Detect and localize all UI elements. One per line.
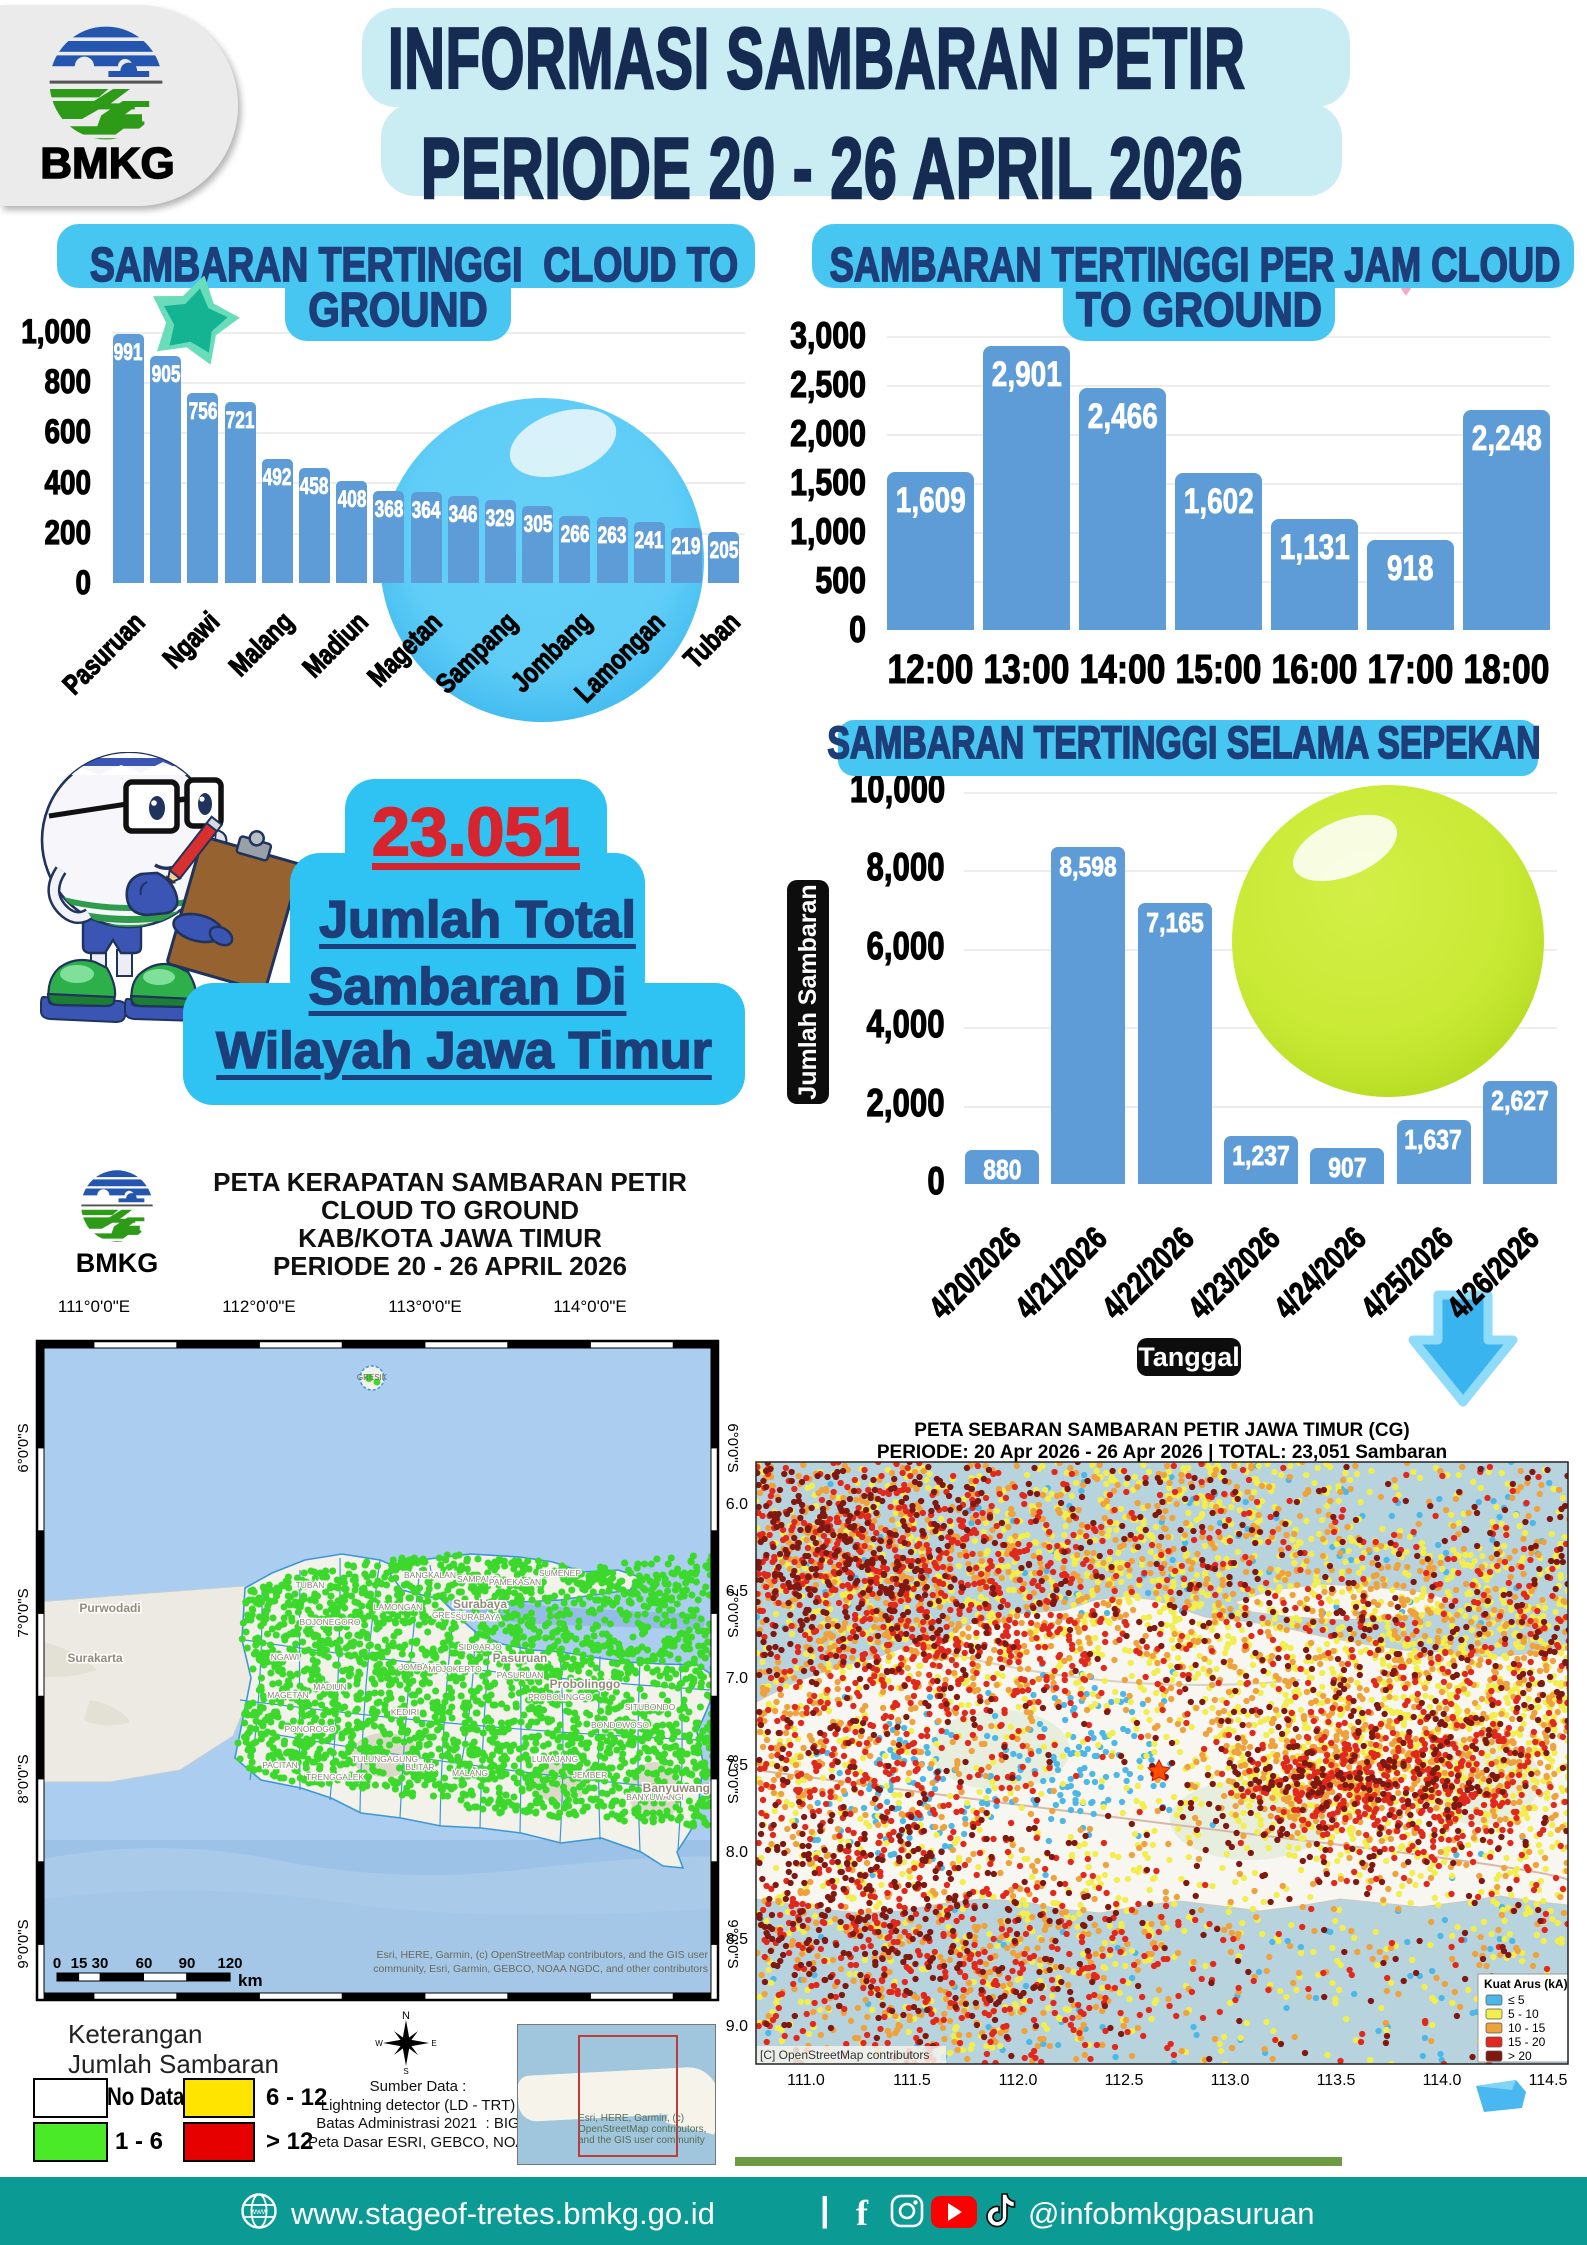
svg-text:E: E: [431, 2039, 436, 2048]
svg-text:BONDOWOSO: BONDOWOSO: [591, 1720, 649, 1730]
svg-text:BLITAR: BLITAR: [405, 1762, 434, 1772]
svg-text:TULUNGAGUNG: TULUNGAGUNG: [352, 1754, 418, 1764]
svg-text:Surakarta: Surakarta: [67, 1651, 123, 1665]
svg-text:PASURUAN: PASURUAN: [497, 1670, 544, 1680]
svg-text:9°0'0"S: 9°0'0"S: [15, 1919, 32, 1968]
svg-text:SIDOARJO: SIDOARJO: [458, 1642, 502, 1652]
svg-text:community, Esri, Garmin, GEBCO: community, Esri, Garmin, GEBCO, NOAA NGD…: [373, 1963, 708, 1975]
svg-text:10 - 15: 10 - 15: [1508, 2021, 1546, 2035]
svg-text:www: www: [249, 2207, 268, 2216]
svg-text:PONOROGO: PONOROGO: [284, 1724, 335, 1734]
svg-text:≤ 5: ≤ 5: [1508, 1993, 1525, 2007]
svg-text:114°0'0"E: 114°0'0"E: [553, 1297, 626, 1316]
svg-text:120: 120: [217, 1955, 242, 1972]
svg-text:PAMEKASAN: PAMEKASAN: [489, 1577, 541, 1587]
svg-text:SAMPANG: SAMPANG: [457, 1574, 499, 1584]
svg-text:TRENGGALEK: TRENGGALEK: [306, 1772, 364, 1782]
svg-text:Kuat Arus (kA): Kuat Arus (kA): [1484, 1977, 1568, 1991]
svg-text:BOJONEGORO: BOJONEGORO: [300, 1617, 361, 1627]
svg-text:PROBOLINGGO: PROBOLINGGO: [528, 1692, 592, 1702]
svg-text:S: S: [403, 2067, 408, 2074]
svg-text:15 - 20: 15 - 20: [1508, 2035, 1546, 2049]
svg-text:Pasuruan: Pasuruan: [493, 1651, 548, 1665]
svg-text:GRESIK: GRESIK: [432, 1610, 464, 1620]
svg-text:MAGETAN: MAGETAN: [267, 1690, 308, 1700]
svg-text:KEDIRI: KEDIRI: [391, 1707, 419, 1717]
svg-text:[C] OpenStreetMap contributors: [C] OpenStreetMap contributors: [760, 2048, 929, 2062]
svg-text:Probolinggo: Probolinggo: [550, 1677, 621, 1691]
svg-text:PACITAN: PACITAN: [262, 1760, 298, 1770]
svg-text:30: 30: [92, 1955, 109, 1972]
svg-text:0: 0: [53, 1955, 61, 1972]
svg-text:LAMONGAN: LAMONGAN: [374, 1602, 423, 1612]
svg-text:TUBAN: TUBAN: [296, 1580, 325, 1590]
svg-text:5 - 10: 5 - 10: [1508, 2007, 1539, 2021]
svg-text:MADIUN: MADIUN: [313, 1682, 347, 1692]
svg-text:GRESIK: GRESIK: [357, 1373, 388, 1382]
svg-text:MOJOKERTO: MOJOKERTO: [428, 1664, 482, 1674]
svg-text:JEMBER: JEMBER: [573, 1770, 607, 1780]
svg-text:113°0'0"E: 113°0'0"E: [388, 1297, 461, 1316]
svg-text:8°0'0"S: 8°0'0"S: [15, 1754, 32, 1803]
svg-text:6°0'0"S: 6°0'0"S: [724, 1423, 741, 1472]
svg-text:LUMAJANG: LUMAJANG: [532, 1754, 578, 1764]
svg-text:km: km: [238, 1971, 263, 1990]
svg-text:BANYUWANGI: BANYUWANGI: [626, 1792, 684, 1802]
svg-text:Esri, HERE, Garmin, (c) OpenSt: Esri, HERE, Garmin, (c) OpenStreetMap co…: [377, 1949, 709, 1961]
svg-text:N: N: [402, 2010, 410, 2022]
svg-text:112°0'0"E: 112°0'0"E: [222, 1297, 295, 1316]
svg-text:7°0'0"S: 7°0'0"S: [15, 1588, 32, 1637]
svg-text:JOMBANG: JOMBANG: [399, 1662, 441, 1672]
svg-text:SUMENEP: SUMENEP: [539, 1568, 581, 1578]
svg-text:90: 90: [179, 1955, 196, 1972]
svg-text:15: 15: [71, 1955, 88, 1972]
svg-text:8°0'0"S: 8°0'0"S: [724, 1754, 741, 1803]
svg-text:9°0'0"S: 9°0'0"S: [724, 1919, 741, 1968]
svg-text:6°0'0"S: 6°0'0"S: [15, 1423, 32, 1472]
svg-text:60: 60: [136, 1955, 153, 1972]
svg-text:NGAWI: NGAWI: [271, 1652, 300, 1662]
svg-text:W: W: [375, 2039, 383, 2048]
svg-text:Banyuwangi: Banyuwangi: [643, 1781, 714, 1795]
svg-text:> 20: > 20: [1508, 2049, 1532, 2063]
svg-text:SITUBONDO: SITUBONDO: [625, 1702, 676, 1712]
svg-text:111°0'0"E: 111°0'0"E: [58, 1297, 130, 1316]
svg-text:BANGKALAN: BANGKALAN: [404, 1570, 456, 1580]
svg-text:Purwodadi: Purwodadi: [79, 1601, 140, 1615]
svg-text:MALANG: MALANG: [452, 1768, 488, 1778]
svg-text:SURABAYA: SURABAYA: [455, 1612, 500, 1622]
svg-text:Surabaya: Surabaya: [453, 1597, 507, 1611]
svg-text:7°0'0"S: 7°0'0"S: [724, 1588, 741, 1637]
